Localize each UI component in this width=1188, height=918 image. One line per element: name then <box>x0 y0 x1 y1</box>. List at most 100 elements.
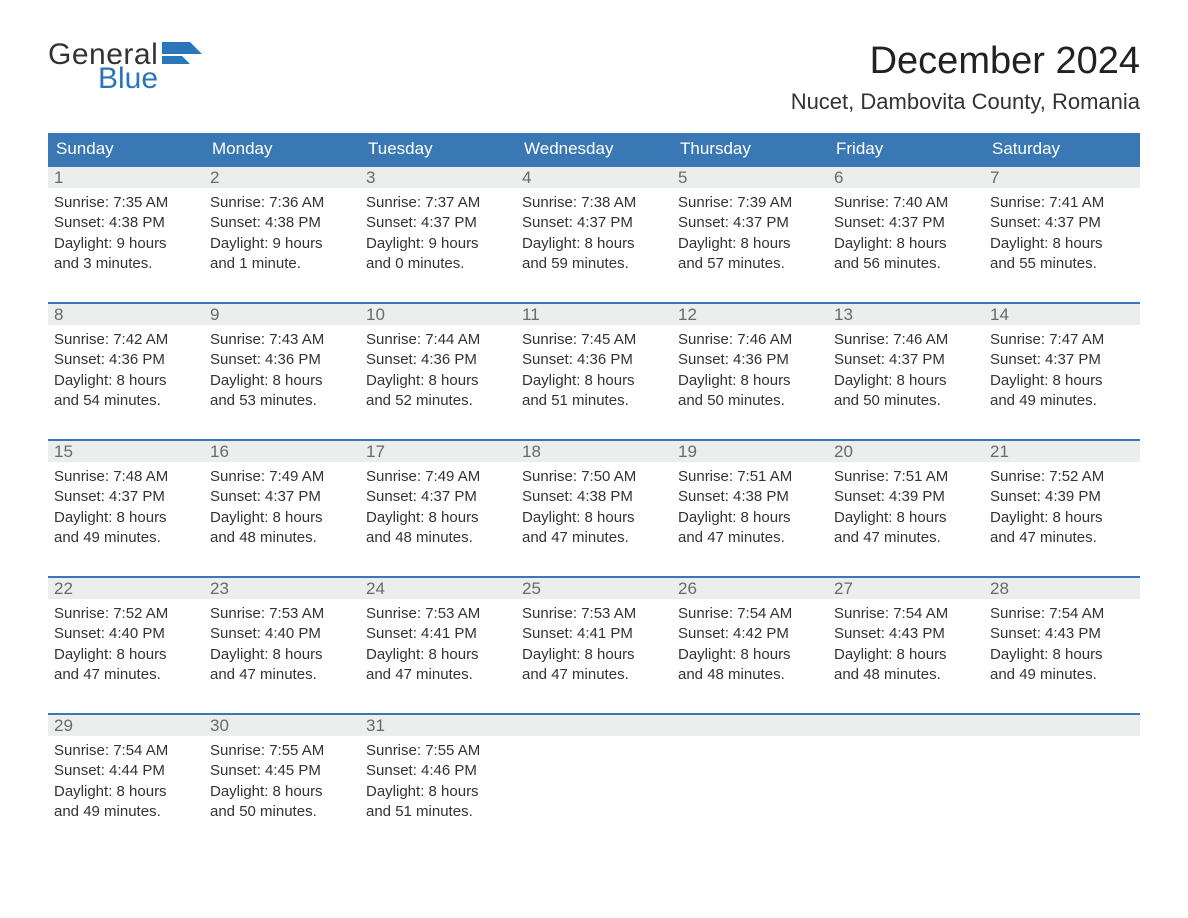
daylight-line1: Daylight: 8 hours <box>834 645 978 665</box>
day-number: 22 <box>48 578 204 599</box>
sunrise-text: Sunrise: 7:51 AM <box>678 467 822 487</box>
sunset-text: Sunset: 4:40 PM <box>210 624 354 644</box>
daylight-line2: and 48 minutes. <box>366 528 510 548</box>
daylight-line1: Daylight: 9 hours <box>54 234 198 254</box>
sunset-text: Sunset: 4:44 PM <box>54 761 198 781</box>
day-cell: Sunrise: 7:36 AMSunset: 4:38 PMDaylight:… <box>204 188 360 288</box>
sunrise-text: Sunrise: 7:49 AM <box>210 467 354 487</box>
day-cell: Sunrise: 7:45 AMSunset: 4:36 PMDaylight:… <box>516 325 672 425</box>
sunrise-text: Sunrise: 7:46 AM <box>834 330 978 350</box>
day-of-week-header: Sunday Monday Tuesday Wednesday Thursday… <box>48 133 1140 165</box>
daylight-line2: and 55 minutes. <box>990 254 1134 274</box>
day-cell: Sunrise: 7:42 AMSunset: 4:36 PMDaylight:… <box>48 325 204 425</box>
daylight-line2: and 47 minutes. <box>522 528 666 548</box>
daylight-line1: Daylight: 8 hours <box>366 782 510 802</box>
daylight-line2: and 50 minutes. <box>210 802 354 822</box>
dow-monday: Monday <box>204 133 360 165</box>
logo-text-blue: Blue <box>98 64 202 94</box>
day-cell: Sunrise: 7:44 AMSunset: 4:36 PMDaylight:… <box>360 325 516 425</box>
calendar: Sunday Monday Tuesday Wednesday Thursday… <box>48 133 1140 836</box>
daylight-line1: Daylight: 8 hours <box>678 234 822 254</box>
sunrise-text: Sunrise: 7:50 AM <box>522 467 666 487</box>
daylight-line2: and 57 minutes. <box>678 254 822 274</box>
daylight-line1: Daylight: 8 hours <box>54 508 198 528</box>
sunset-text: Sunset: 4:37 PM <box>834 350 978 370</box>
day-cell: Sunrise: 7:47 AMSunset: 4:37 PMDaylight:… <box>984 325 1140 425</box>
daylight-line2: and 47 minutes. <box>210 665 354 685</box>
daynum-row: 15161718192021 <box>48 441 1140 462</box>
weeks-container: 1234567Sunrise: 7:35 AMSunset: 4:38 PMDa… <box>48 165 1140 836</box>
daylight-line2: and 50 minutes. <box>678 391 822 411</box>
daylight-line1: Daylight: 8 hours <box>834 371 978 391</box>
sunset-text: Sunset: 4:40 PM <box>54 624 198 644</box>
daylight-line1: Daylight: 8 hours <box>990 508 1134 528</box>
week-row: 22232425262728Sunrise: 7:52 AMSunset: 4:… <box>48 576 1140 699</box>
day-number: 3 <box>360 167 516 188</box>
day-number: 26 <box>672 578 828 599</box>
day-number: 10 <box>360 304 516 325</box>
dow-sunday: Sunday <box>48 133 204 165</box>
sunrise-text: Sunrise: 7:45 AM <box>522 330 666 350</box>
day-cell: Sunrise: 7:37 AMSunset: 4:37 PMDaylight:… <box>360 188 516 288</box>
daylight-line1: Daylight: 8 hours <box>834 234 978 254</box>
daylight-line2: and 56 minutes. <box>834 254 978 274</box>
sunset-text: Sunset: 4:38 PM <box>522 487 666 507</box>
header: General Blue December 2024 Nucet, Dambov… <box>48 40 1140 115</box>
day-cell <box>984 736 1140 836</box>
daylight-line1: Daylight: 8 hours <box>522 645 666 665</box>
sunset-text: Sunset: 4:37 PM <box>990 350 1134 370</box>
sunset-text: Sunset: 4:38 PM <box>54 213 198 233</box>
day-number: 6 <box>828 167 984 188</box>
daylight-line1: Daylight: 8 hours <box>678 508 822 528</box>
daylight-line2: and 53 minutes. <box>210 391 354 411</box>
daylight-line1: Daylight: 8 hours <box>678 645 822 665</box>
sunrise-text: Sunrise: 7:55 AM <box>210 741 354 761</box>
day-cell: Sunrise: 7:46 AMSunset: 4:36 PMDaylight:… <box>672 325 828 425</box>
sunset-text: Sunset: 4:37 PM <box>210 487 354 507</box>
daylight-line1: Daylight: 8 hours <box>210 645 354 665</box>
day-number: 16 <box>204 441 360 462</box>
sunset-text: Sunset: 4:45 PM <box>210 761 354 781</box>
day-number: 25 <box>516 578 672 599</box>
sunrise-text: Sunrise: 7:40 AM <box>834 193 978 213</box>
daylight-line1: Daylight: 8 hours <box>366 371 510 391</box>
sunrise-text: Sunrise: 7:53 AM <box>522 604 666 624</box>
day-cell: Sunrise: 7:54 AMSunset: 4:43 PMDaylight:… <box>828 599 984 699</box>
logo: General Blue <box>48 40 202 94</box>
day-number <box>828 715 984 736</box>
day-cell: Sunrise: 7:54 AMSunset: 4:44 PMDaylight:… <box>48 736 204 836</box>
daylight-line2: and 51 minutes. <box>522 391 666 411</box>
day-cell: Sunrise: 7:52 AMSunset: 4:39 PMDaylight:… <box>984 462 1140 562</box>
week-row: 293031Sunrise: 7:54 AMSunset: 4:44 PMDay… <box>48 713 1140 836</box>
daylight-line1: Daylight: 8 hours <box>522 508 666 528</box>
daylight-line2: and 47 minutes. <box>678 528 822 548</box>
daylight-line2: and 54 minutes. <box>54 391 198 411</box>
daylight-line1: Daylight: 8 hours <box>210 508 354 528</box>
daylight-line2: and 52 minutes. <box>366 391 510 411</box>
daylight-line1: Daylight: 8 hours <box>834 508 978 528</box>
sunset-text: Sunset: 4:36 PM <box>54 350 198 370</box>
daylight-line1: Daylight: 8 hours <box>522 234 666 254</box>
day-cell <box>672 736 828 836</box>
day-number: 20 <box>828 441 984 462</box>
day-number: 2 <box>204 167 360 188</box>
sunset-text: Sunset: 4:37 PM <box>54 487 198 507</box>
day-cell: Sunrise: 7:38 AMSunset: 4:37 PMDaylight:… <box>516 188 672 288</box>
sunrise-text: Sunrise: 7:55 AM <box>366 741 510 761</box>
title-block: December 2024 Nucet, Dambovita County, R… <box>791 40 1140 115</box>
sunrise-text: Sunrise: 7:38 AM <box>522 193 666 213</box>
daylight-line1: Daylight: 8 hours <box>210 371 354 391</box>
sunrise-text: Sunrise: 7:49 AM <box>366 467 510 487</box>
daylight-line2: and 49 minutes. <box>54 802 198 822</box>
day-cell <box>516 736 672 836</box>
sunrise-text: Sunrise: 7:53 AM <box>210 604 354 624</box>
daylight-line2: and 59 minutes. <box>522 254 666 274</box>
daylight-line1: Daylight: 8 hours <box>990 234 1134 254</box>
day-cell: Sunrise: 7:52 AMSunset: 4:40 PMDaylight:… <box>48 599 204 699</box>
day-number <box>516 715 672 736</box>
daylight-line1: Daylight: 8 hours <box>366 508 510 528</box>
daynum-row: 22232425262728 <box>48 578 1140 599</box>
day-cell: Sunrise: 7:53 AMSunset: 4:41 PMDaylight:… <box>360 599 516 699</box>
week-row: 891011121314Sunrise: 7:42 AMSunset: 4:36… <box>48 302 1140 425</box>
sunrise-text: Sunrise: 7:54 AM <box>678 604 822 624</box>
